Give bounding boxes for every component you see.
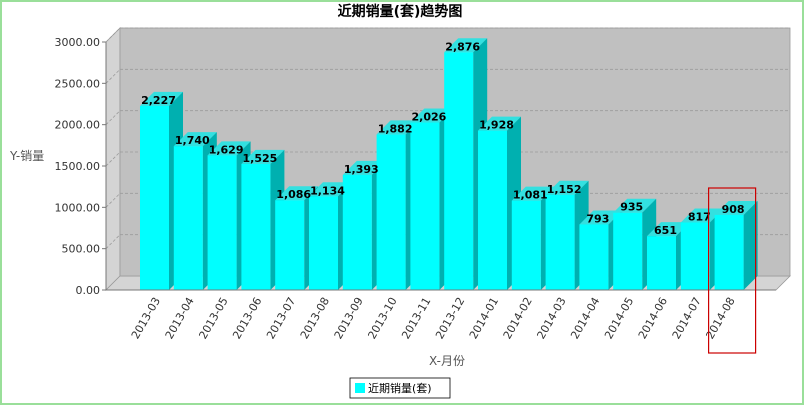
bar-top xyxy=(647,222,690,237)
bar-top xyxy=(545,180,589,195)
y-tick-label: 2000.00 xyxy=(55,119,101,132)
bar-top xyxy=(714,200,758,215)
bar-top xyxy=(140,91,183,106)
legend-swatch xyxy=(355,383,365,393)
gridline-wall xyxy=(105,69,121,84)
bar xyxy=(173,146,203,290)
data-label: 1,134 xyxy=(310,184,345,197)
bar xyxy=(444,52,474,290)
bar-top xyxy=(478,116,521,131)
y-tick-label: 3000.00 xyxy=(55,36,101,49)
bar xyxy=(140,105,169,290)
y-tick-label: 1000.00 xyxy=(55,201,101,214)
gridline-wall xyxy=(105,110,121,125)
bars xyxy=(140,38,758,291)
bar xyxy=(680,222,710,290)
bar xyxy=(410,122,440,290)
data-label: 908 xyxy=(722,203,745,216)
bar-top xyxy=(376,120,420,135)
y-tick-label: 2500.00 xyxy=(55,77,101,90)
data-label: 2,227 xyxy=(141,94,176,107)
data-label: 1,393 xyxy=(344,163,379,176)
bar-top xyxy=(309,182,352,197)
bar-top xyxy=(241,149,285,164)
legend: 近期销量(套) xyxy=(349,377,451,399)
bar xyxy=(647,236,676,290)
bar-top xyxy=(275,186,319,201)
legend-frame xyxy=(349,377,451,399)
bar xyxy=(309,196,338,290)
bar-top xyxy=(579,210,623,225)
data-label: 1,928 xyxy=(479,119,514,132)
bar-top xyxy=(444,38,488,53)
bar xyxy=(613,212,643,290)
data-label: 1,152 xyxy=(547,183,582,196)
y-tick-label: 0.00 xyxy=(76,284,101,297)
gridline-wall xyxy=(105,151,121,167)
data-label: 1,629 xyxy=(209,143,244,156)
y-axis-label: Y-销量 xyxy=(9,149,44,163)
data-label: 2,876 xyxy=(445,40,480,53)
bar xyxy=(241,163,271,290)
data-label: 2,026 xyxy=(412,111,447,124)
left-wall xyxy=(105,27,121,291)
bar xyxy=(579,224,609,290)
data-label: 817 xyxy=(688,210,711,223)
bar-top xyxy=(173,132,217,147)
bar-top xyxy=(342,160,386,175)
bar xyxy=(376,134,406,290)
data-label: 1,882 xyxy=(378,122,413,135)
bar-top xyxy=(680,208,724,223)
bar xyxy=(511,200,541,290)
bar-top xyxy=(410,108,454,123)
bar xyxy=(275,200,305,290)
data-label: 1,086 xyxy=(276,188,311,201)
y-tick-label: 500.00 xyxy=(62,243,101,256)
gridline-wall xyxy=(105,234,121,249)
data-label: 793 xyxy=(586,212,609,225)
data-label: 651 xyxy=(654,224,677,237)
x-axis-label: X-月份 xyxy=(429,354,465,368)
bar-top xyxy=(613,198,657,213)
bar xyxy=(714,214,744,290)
bar-top xyxy=(511,186,555,201)
bar xyxy=(545,194,575,290)
y-axis: 0.00 500.00 1000.00 1500.00 2000.00 2500.00 30… xyxy=(55,36,107,297)
gridline-wall xyxy=(105,193,121,208)
gridline-wall xyxy=(105,27,121,43)
legend-label: 近期销量(套) xyxy=(368,381,432,395)
data-label: 1,525 xyxy=(243,152,278,165)
bar xyxy=(207,155,237,290)
bar-side xyxy=(743,200,758,290)
data-label: 1,740 xyxy=(175,134,210,147)
bar xyxy=(342,174,372,290)
data-label: 1,081 xyxy=(513,189,548,202)
highlight-box xyxy=(707,187,757,354)
y-tick-label: 1500.00 xyxy=(55,160,101,173)
bar-top xyxy=(207,141,251,156)
data-label: 935 xyxy=(620,201,643,214)
bar xyxy=(478,130,507,290)
chart-title: 近期销量(套)趋势图 xyxy=(338,3,463,20)
